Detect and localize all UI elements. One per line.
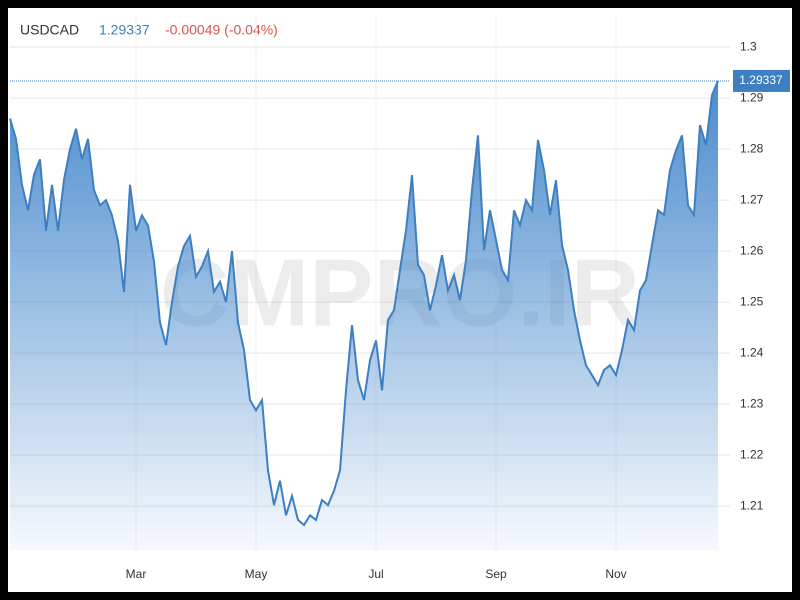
x-tick-label: Nov (605, 567, 626, 581)
price: 1.29337 (99, 22, 150, 38)
y-tick-label: 1.3 (740, 39, 757, 53)
y-tick-label: 1.25 (740, 294, 764, 308)
x-tick-label: Mar (126, 567, 147, 581)
y-tick-label: 1.24 (740, 345, 764, 359)
area (10, 80, 718, 551)
y-tick-label: 1.27 (740, 192, 764, 206)
x-tick-label: Jul (368, 567, 383, 581)
chart-title: USDCAD (20, 22, 79, 38)
y-tick-label: 1.22 (740, 447, 764, 461)
change: -0.00049 (-0.04%) (165, 22, 278, 38)
y-tick-label: 1.26 (740, 243, 764, 257)
line (9, 80, 719, 527)
y-tick-label: 1.28 (740, 141, 764, 155)
y-tick-label: 1.29 (740, 90, 764, 104)
y-tick-label: 1.21 (740, 498, 764, 512)
last-price-label: 1.29337 (739, 73, 783, 87)
x-tick-label: Sep (485, 567, 507, 581)
x-tick-label: May (245, 567, 268, 581)
last-price-badge (733, 69, 790, 92)
y-tick-label: 1.23 (740, 396, 764, 410)
